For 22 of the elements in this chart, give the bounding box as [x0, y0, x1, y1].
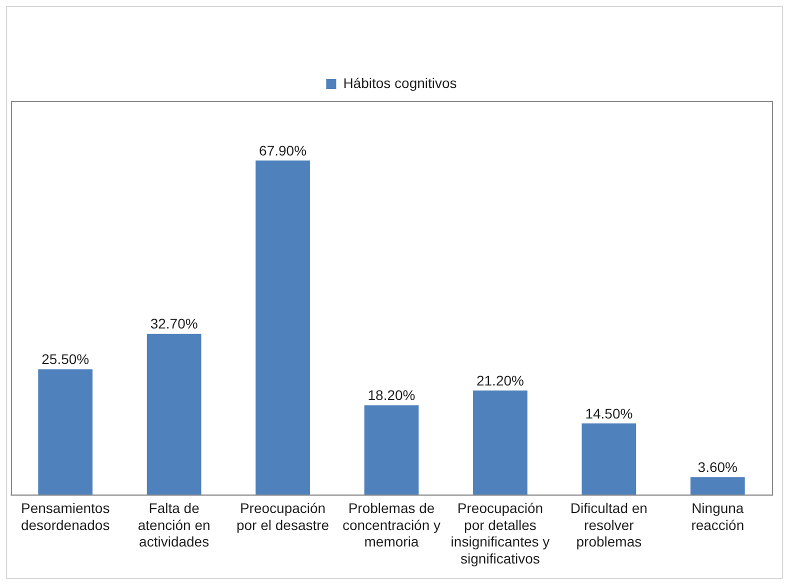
data-label: 25.50%: [42, 351, 90, 368]
bar: [38, 369, 93, 495]
x-tick-label: Falta de atención en actividades: [138, 500, 210, 550]
bar: [146, 334, 202, 495]
bar: [690, 477, 745, 495]
legend-label: Hábitos cognitivos: [343, 74, 457, 91]
data-label: 18.20%: [368, 387, 416, 404]
bar: [473, 390, 528, 495]
data-label: 67.90%: [259, 142, 307, 158]
data-label: 14.50%: [585, 405, 633, 422]
data-label: 32.70%: [150, 316, 198, 332]
bar: [364, 405, 419, 495]
bar: [256, 160, 310, 495]
x-tick-label: Dificultad en resolver problemas: [570, 500, 648, 550]
x-tick-label: Pensamientos desordenados: [20, 500, 110, 533]
x-tick-label: Preocupación por detalles insignificantes y significativos: [450, 500, 550, 566]
data-label: 3.60%: [698, 458, 738, 475]
x-tick-label: Ninguna reacción: [691, 500, 744, 533]
x-tick-label: Preocupación por el desastre: [236, 500, 330, 533]
data-label: 21.20%: [476, 372, 524, 388]
x-tick-label: Problemas de concentración y memoria: [342, 500, 441, 550]
bar: [582, 423, 636, 495]
